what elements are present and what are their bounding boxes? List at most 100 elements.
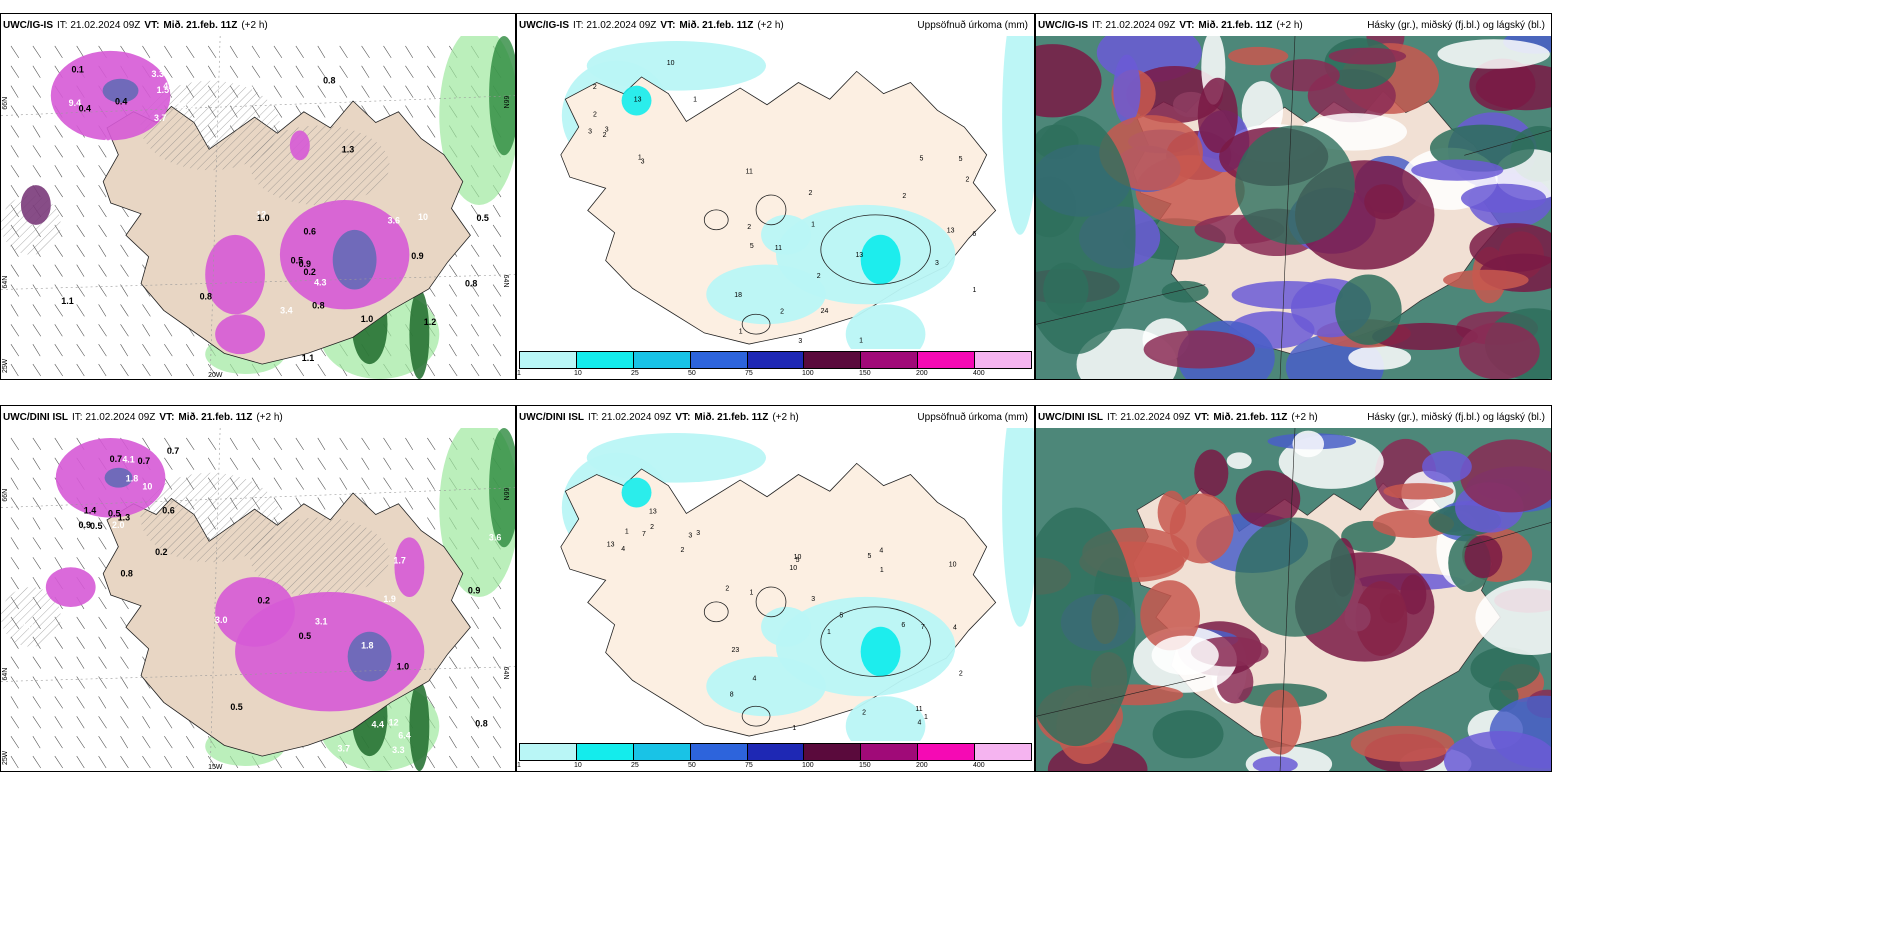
wind-barb: [449, 324, 458, 337]
latitude-gridline: [1, 487, 515, 508]
precip-area: [215, 314, 265, 355]
wind-barb: [470, 324, 479, 337]
axis-label: 64N: [502, 667, 509, 680]
wind-barb: [76, 676, 85, 689]
cloud-area: [1460, 183, 1547, 213]
wind-barb: [10, 304, 19, 317]
accum-value-label: 1: [811, 222, 815, 229]
accum-value-label: 5: [959, 156, 963, 163]
wind-barb: [449, 284, 457, 297]
wind-barb: [76, 324, 85, 337]
precip-value-label: 1.7: [393, 555, 405, 565]
wind-barb: [492, 736, 502, 749]
wind-barb: [492, 324, 501, 337]
wind-barb: [10, 557, 20, 570]
wind-barb: [449, 264, 458, 277]
axis-label: 64N: [2, 276, 9, 289]
precip-value-label: 10: [142, 482, 152, 492]
wind-barb: [470, 284, 480, 297]
wind-barb: [98, 363, 107, 377]
wind-barb: [186, 344, 195, 357]
wind-barb: [470, 716, 479, 729]
snow-hatch-area: [1, 587, 61, 647]
gridline: [1464, 522, 1551, 548]
cloud-area: [1270, 59, 1340, 92]
wind-barb: [10, 85, 19, 98]
wind-barb: [405, 45, 414, 59]
wind-barb: [142, 304, 151, 317]
wind-barb: [492, 204, 501, 218]
wind-barb: [32, 85, 41, 98]
model-name: UWC/IG-IS: [519, 19, 569, 31]
wind-barb: [295, 363, 305, 377]
wind-barb: [10, 363, 19, 377]
colorbar-tick-label: 50: [688, 370, 696, 377]
wind-barb: [339, 457, 348, 470]
accum-value-label: 18: [734, 292, 742, 299]
precip-value-label: 0.8: [323, 75, 335, 85]
colorbar-swatch: [918, 352, 976, 368]
precip-value-label: 0.7: [110, 454, 122, 464]
precip-value-label: 3.1: [315, 617, 327, 627]
colorbar-swatch: [690, 744, 748, 760]
panel-ig-clouds: UWC/IG-IS IT: 21.02.2024 09Z VT: Mið. 21.…: [1035, 13, 1552, 380]
wind-barb: [361, 85, 370, 98]
init-time: IT: 21.02.2024 09Z: [1092, 19, 1176, 31]
precip-wind-map: 66N 64N 25W 66N 64N 15W 0.8 2.2 3.6 2.0 1.8 0.5 0.2 0…: [1, 428, 515, 771]
colorbar-swatch: [861, 744, 919, 760]
precip-value-label: 0.8: [475, 719, 487, 729]
wind-barb: [427, 125, 436, 138]
wind-barb: [295, 477, 305, 490]
wind-barb: [186, 65, 195, 78]
wind-barb: [120, 696, 129, 709]
precip-value-label: 0.5: [230, 702, 242, 712]
colorbar-swatch: [633, 352, 691, 368]
wind-barb: [10, 145, 19, 158]
wind-barb: [98, 755, 107, 769]
accumulation-area: [621, 477, 652, 508]
wind-barb: [449, 755, 458, 769]
accum-value-label: 2: [747, 224, 751, 231]
wind-barb: [76, 264, 85, 277]
wind-barb: [361, 457, 370, 470]
wind-barb: [54, 676, 63, 689]
colorbar-swatch: [576, 744, 634, 760]
precip-value-label: 3.0: [215, 615, 227, 625]
wind-barb: [10, 576, 19, 590]
precip-area: [289, 130, 310, 161]
panel-title: UWC/DINI ISL IT: 21.02.2024 09Z VT: Mið. …: [517, 406, 1034, 428]
accum-value-label: 4: [621, 546, 625, 553]
precip-value-label: 3.6: [489, 532, 501, 542]
wind-barb: [32, 676, 41, 689]
wind-barb: [207, 45, 217, 59]
wind-barb: [339, 65, 348, 78]
wind-barb: [10, 344, 20, 357]
cloud-area: [1235, 125, 1355, 245]
precip-wind-map: 66N 64N 25W 66N 64N 20W 4.9 3.3 1.5 0.5 0.4 3.6 0.2 1…: [1, 36, 515, 379]
cloud-area: [1152, 710, 1224, 759]
axis-label: 64N: [502, 275, 509, 288]
precip-value-label: 1.0: [257, 213, 269, 223]
wind-barb: [295, 65, 304, 78]
wind-barb: [10, 45, 20, 59]
wind-barb: [449, 736, 457, 749]
precip-area: [489, 428, 515, 548]
wind-barb: [492, 284, 502, 297]
accum-value-label: 6: [972, 231, 976, 238]
latitude-gridline: [1, 274, 515, 290]
wind-barb: [449, 676, 457, 689]
panel-variable-label: Hásky (gr.), miðský (fj.bl.) og lágský (…: [1367, 411, 1545, 423]
precip-value-label: 0.7: [167, 446, 179, 456]
gridline: [1279, 36, 1296, 379]
cloud-area: [1444, 730, 1551, 771]
wind-barb: [317, 755, 326, 769]
accumulation-area: [761, 606, 811, 647]
glacier-outline: [703, 601, 729, 623]
wind-barb: [10, 656, 20, 669]
panel-dini-accumulated: UWC/DINI ISL IT: 21.02.2024 09Z VT: Mið. …: [516, 405, 1035, 772]
wind-barb: [98, 517, 107, 530]
wind-barb: [383, 65, 392, 78]
wind-barb: [10, 696, 19, 709]
precip-value-label: 1.1: [302, 353, 314, 363]
wind-barb: [98, 736, 107, 749]
